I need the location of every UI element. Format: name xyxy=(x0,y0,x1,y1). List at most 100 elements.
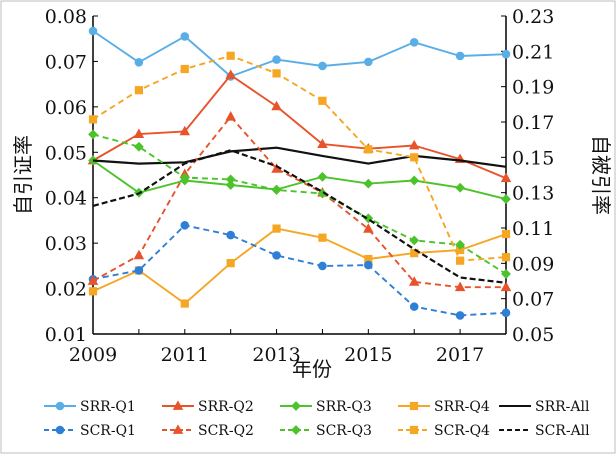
x-tick-label: 2011 xyxy=(161,344,209,366)
data-point-scr-q2 xyxy=(225,111,236,121)
legend-marker xyxy=(55,401,65,411)
right-y-tick-label: 0.15 xyxy=(512,147,554,169)
data-point-scr-q3 xyxy=(501,269,511,279)
legend-label: SCR-Q4 xyxy=(434,423,490,439)
series-line-srr-q4 xyxy=(92,227,507,305)
data-point-srr-q2 xyxy=(500,172,512,183)
legend-label: SCR-All xyxy=(535,423,590,439)
legend-item-srr-q4: SRR-Q4 xyxy=(398,399,490,415)
data-point-srr-q1 xyxy=(134,58,144,67)
data-point-srr-q3 xyxy=(501,194,511,204)
legend-label: SCR-Q3 xyxy=(316,423,372,439)
legend-label: SRR-Q4 xyxy=(434,399,490,415)
data-point-scr-q1 xyxy=(455,311,465,320)
x-tick-label: 2017 xyxy=(436,344,484,366)
data-point-scr-q3 xyxy=(225,174,236,185)
data-point-scr-q4 xyxy=(180,64,189,74)
right-y-tick-label: 0.19 xyxy=(512,77,554,99)
data-point-srr-q3 xyxy=(363,178,374,189)
data-point-srr-q1 xyxy=(501,49,511,59)
data-point-srr-q4 xyxy=(226,259,235,268)
legend-marker xyxy=(172,424,184,434)
legend-item-scr-q3: SCR-Q3 xyxy=(280,423,372,439)
legend-label: SRR-Q3 xyxy=(316,399,372,415)
data-point-scr-q4 xyxy=(501,253,511,262)
series-srr-q4 xyxy=(88,224,511,308)
data-point-srr-q2 xyxy=(133,128,145,139)
data-point-scr-q4 xyxy=(410,153,419,162)
left-y-tick-label: 0.04 xyxy=(45,188,87,210)
legend-label: SRR-Q1 xyxy=(80,399,136,415)
data-point-srr-q2 xyxy=(179,125,191,136)
data-point-srr-q1 xyxy=(455,51,465,61)
right-y-tick-label: 0.11 xyxy=(512,218,554,240)
data-point-srr-q3 xyxy=(88,155,98,166)
series-line-srr-q3 xyxy=(92,159,507,201)
legend-marker xyxy=(409,425,419,435)
data-point-srr-q3 xyxy=(317,171,328,182)
left-y-tick-label: 0.05 xyxy=(45,142,87,164)
data-point-scr-q2 xyxy=(408,276,420,286)
data-point-srr-q4 xyxy=(410,249,419,258)
legend-label: SRR-Q2 xyxy=(198,399,254,415)
series-group xyxy=(87,26,512,320)
data-point-scr-q3 xyxy=(455,239,466,250)
data-point-srr-q4 xyxy=(272,224,281,233)
x-tick-label: 2013 xyxy=(252,344,300,366)
data-point-srr-q3 xyxy=(455,182,466,193)
data-point-srr-q2 xyxy=(271,100,282,111)
data-point-srr-q2 xyxy=(317,138,328,149)
data-point-srr-q4 xyxy=(180,299,189,308)
legend-item-srr-all: SRR-All xyxy=(499,399,590,415)
data-point-srr-q2 xyxy=(408,139,420,150)
data-point-srr-q4 xyxy=(88,287,98,296)
legend-item-srr-q2: SRR-Q2 xyxy=(162,399,254,415)
series-scr-q4 xyxy=(88,51,511,265)
legend-label: SCR-Q1 xyxy=(80,423,136,439)
legend-marker xyxy=(55,425,65,435)
series-srr-q3 xyxy=(88,155,511,204)
left-y-tick-label: 0.06 xyxy=(45,97,87,119)
data-point-scr-q1 xyxy=(501,308,511,318)
data-point-scr-q1 xyxy=(409,302,419,311)
left-y-tick-label: 0.03 xyxy=(45,233,87,255)
left-y-axis-title: 自引证率 xyxy=(11,135,35,215)
data-point-srr-q3 xyxy=(409,175,420,186)
x-tick-label: 2009 xyxy=(69,344,117,366)
series-scr-all xyxy=(92,149,507,284)
series-line-srr-q1 xyxy=(92,30,507,78)
data-point-srr-q4 xyxy=(501,229,511,239)
legend-item-scr-q1: SCR-Q1 xyxy=(44,423,136,439)
data-point-srr-q1 xyxy=(364,57,373,67)
data-point-scr-q2 xyxy=(87,275,99,285)
right-y-tick-label: 0.13 xyxy=(512,183,554,205)
legend-item-srr-q3: SRR-Q3 xyxy=(280,399,372,415)
data-point-scr-q4 xyxy=(364,145,373,154)
data-point-scr-q1 xyxy=(226,230,235,240)
data-point-srr-q1 xyxy=(272,55,281,64)
right-y-tick-label: 0.21 xyxy=(512,41,554,63)
series-line-scr-q2 xyxy=(92,115,506,289)
data-point-srr-q1 xyxy=(88,26,98,36)
data-point-scr-q2 xyxy=(133,249,145,260)
data-point-scr-q1 xyxy=(180,221,190,230)
left-y-tick-label: 0.01 xyxy=(45,324,87,346)
data-point-scr-q4 xyxy=(88,115,98,124)
legend-marker xyxy=(409,401,419,411)
legend-marker xyxy=(291,425,301,435)
data-point-scr-q3 xyxy=(271,185,282,195)
data-point-scr-q4 xyxy=(456,256,465,265)
legend-item-scr-q4: SCR-Q4 xyxy=(398,423,490,439)
series-scr-q2 xyxy=(87,111,512,292)
data-point-scr-q1 xyxy=(272,251,281,260)
data-point-srr-q1 xyxy=(180,32,190,41)
data-point-scr-q4 xyxy=(134,86,143,95)
legend-marker xyxy=(291,401,301,411)
right-y-axis-title: 自被引率 xyxy=(589,135,613,215)
data-point-scr-q1 xyxy=(134,266,144,275)
right-y-tick-label: 0.07 xyxy=(512,289,554,311)
axis-ticks: 0.08 0.07 0.06 0.05 0.04 0.03 0.02 0.01 0.23 0.21… xyxy=(45,6,555,366)
legend: SRR-Q1 SRR-Q2 SRR-Q3 SRR-Q4 SRR-All SCR-Q1 SCR… xyxy=(44,399,590,439)
